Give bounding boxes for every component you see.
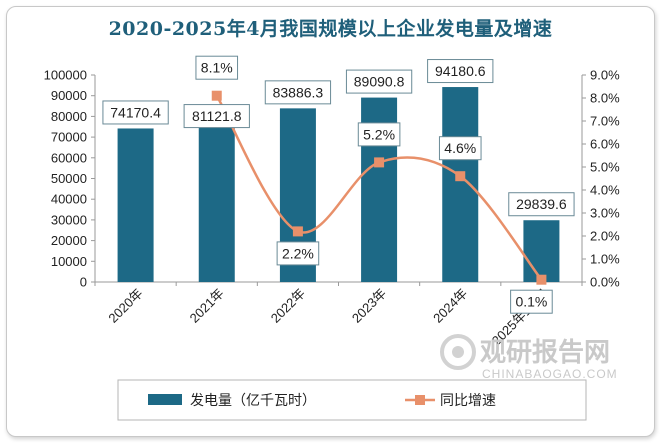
bar-data-label: 89090.8: [354, 74, 405, 90]
bar: [117, 128, 154, 282]
growth-line-series: [211, 90, 547, 285]
legend-line-marker: [415, 395, 425, 405]
y-right-tick-label: 3.0%: [590, 206, 620, 221]
legend-bar-label: 发电量（亿千瓦时）: [190, 393, 316, 409]
bar-data-label-box: [345, 69, 413, 94]
growth-data-label: 0.1%: [515, 294, 547, 310]
y-left-tick-label: 40000: [51, 192, 87, 207]
y-right-tick-label: 8.0%: [590, 91, 620, 106]
watermark-site: CHINABAOGAO.COM: [482, 367, 618, 381]
y-left-tick-label: 100000: [44, 68, 87, 83]
watermark-brand: 观研报告网: [480, 337, 610, 368]
growth-data-label-box: [357, 122, 401, 147]
legend-bar-swatch: [148, 394, 182, 405]
bar-data-label: 94180.6: [435, 63, 486, 79]
bar-data-label-box: [264, 80, 332, 105]
y-left-tick-label: 70000: [51, 130, 87, 145]
legend-line-label: 同比增速: [440, 393, 496, 409]
growth-point: [374, 157, 385, 168]
growth-data-label: 4.6%: [444, 140, 476, 156]
y-right-tick-label: 6.0%: [590, 137, 620, 152]
y-right-tick-label: 0.0%: [590, 275, 620, 290]
x-tick-label: 2020年: [105, 286, 145, 326]
bar: [198, 114, 235, 282]
growth-data-label-box: [195, 55, 239, 80]
growth-point: [292, 226, 303, 237]
growth-data-label: 2.2%: [282, 245, 314, 261]
y-left-tick-label: 30000: [51, 212, 87, 227]
y-right-tick-label: 9.0%: [590, 68, 620, 83]
watermark-logo-icon: [440, 334, 476, 370]
x-tick-label: 2021年: [187, 286, 227, 326]
x-tick-label: 2022年: [268, 286, 308, 326]
growth-data-label-box: [510, 289, 553, 314]
bar-data-label-box: [102, 100, 169, 125]
growth-point: [536, 274, 547, 285]
y-right-tick-label: 2.0%: [590, 229, 620, 244]
bar-data-label-box: [183, 104, 250, 129]
growth-point: [211, 90, 222, 101]
y-left-tick-label: 80000: [51, 109, 87, 124]
chart-title: 2020-2025年4月我国规模以上企业发电量及增速: [108, 18, 553, 40]
bar-data-label-box: [508, 192, 575, 217]
y-right-tick-label: 1.0%: [590, 252, 620, 267]
y-left-tick-label: 10000: [51, 254, 87, 269]
growth-point: [455, 171, 466, 182]
growth-data-label: 5.2%: [363, 126, 395, 142]
data-labels: 74170.4 81121.8 83886.3 89090.8 94180.6 29839…: [102, 55, 575, 314]
y-left-tick-label: 50000: [51, 171, 87, 186]
bar-data-label: 83886.3: [273, 84, 324, 100]
y-left-tick-label: 60000: [51, 150, 87, 165]
watermark-logo-dot: [452, 346, 464, 358]
bar-data-label: 29839.6: [516, 196, 567, 212]
growth-data-label: 8.1%: [201, 60, 233, 76]
x-tick-label: 2024年: [430, 286, 470, 326]
y-right-tick-label: 4.0%: [590, 183, 620, 198]
legend-frame: [117, 379, 587, 421]
bar-data-label: 81121.8: [192, 108, 242, 124]
y-left-tick-label: 90000: [51, 88, 87, 103]
growth-data-label-box: [276, 241, 320, 266]
y-left-tick-label: 20000: [51, 233, 87, 248]
bar: [442, 87, 479, 282]
bar-data-label: 74170.4: [110, 104, 161, 120]
y-right-tick-label: 5.0%: [590, 160, 620, 175]
bar: [523, 220, 560, 282]
growth-data-label-box: [438, 136, 482, 161]
bar-data-label-box: [427, 59, 494, 84]
y-left-tick-label: 0: [80, 275, 87, 290]
y-right-tick-label: 7.0%: [590, 114, 620, 129]
legend: 发电量（亿千瓦时） 同比增速: [117, 379, 587, 421]
x-tick-label: 2023年: [349, 286, 389, 326]
